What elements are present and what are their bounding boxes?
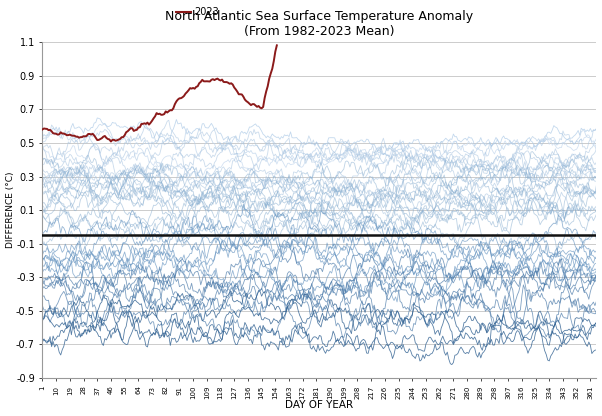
X-axis label: DAY OF YEAR: DAY OF YEAR: [285, 401, 353, 411]
Legend: 2023: 2023: [172, 4, 223, 21]
Title: North Atlantic Sea Surface Temperature Anomaly
(From 1982-2023 Mean): North Atlantic Sea Surface Temperature A…: [166, 10, 474, 38]
Y-axis label: DIFFERENCE (°C): DIFFERENCE (°C): [5, 172, 14, 248]
